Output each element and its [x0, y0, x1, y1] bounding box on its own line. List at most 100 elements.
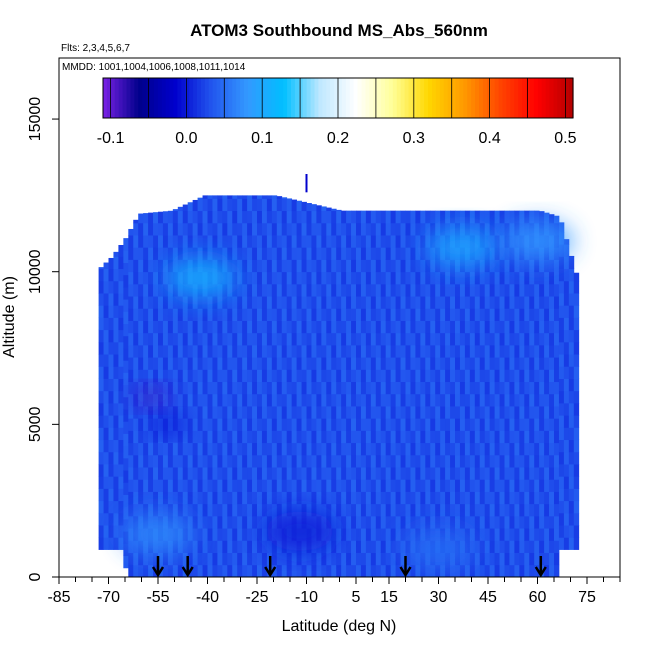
field-cell	[192, 393, 198, 407]
field-cell	[306, 296, 312, 309]
field-cell	[509, 320, 515, 334]
field-cell	[148, 479, 154, 492]
field-cell	[539, 344, 545, 358]
field-cell	[316, 491, 322, 505]
field-cell	[257, 247, 263, 260]
field-cell	[450, 406, 456, 419]
field-cell	[316, 235, 322, 248]
field-cell	[469, 332, 476, 346]
field-cell	[380, 271, 387, 285]
field-cell	[301, 344, 307, 358]
field-cell	[222, 195, 228, 199]
field-cell	[118, 354, 124, 367]
field-cell	[162, 308, 169, 321]
field-cell	[301, 271, 307, 285]
field-cell	[380, 442, 387, 456]
field-cell	[573, 354, 580, 367]
field-cell	[113, 280, 119, 294]
field-cell	[118, 256, 124, 270]
field-cell	[311, 393, 317, 407]
field-cell	[405, 467, 411, 480]
field-cell	[519, 442, 525, 456]
field-cell	[509, 283, 515, 297]
field-cell	[108, 512, 114, 526]
field-cell	[177, 454, 184, 468]
field-cell	[420, 283, 426, 297]
field-cell	[380, 332, 387, 346]
field-cell	[445, 332, 451, 346]
field-cell	[167, 381, 174, 395]
field-cell	[98, 402, 104, 416]
field-cell	[331, 515, 337, 529]
field-cell	[534, 467, 540, 480]
field-cell	[519, 491, 525, 505]
field-cell	[341, 381, 347, 395]
field-cell	[509, 430, 515, 444]
field-cell	[568, 317, 575, 331]
field-cell	[158, 479, 164, 492]
field-cell	[296, 210, 302, 224]
field-cell	[494, 308, 500, 321]
field-cell	[261, 271, 268, 285]
field-cell	[474, 491, 481, 505]
field-cell	[563, 439, 570, 453]
field-cell	[554, 271, 560, 285]
field-cell	[217, 540, 223, 553]
field-cell	[296, 467, 302, 480]
field-cell	[291, 381, 297, 395]
colorbar-segment	[357, 78, 363, 118]
field-cell	[247, 393, 253, 407]
field-cell	[301, 564, 307, 577]
field-cell	[440, 357, 446, 370]
field-cell	[331, 503, 337, 517]
field-cell	[192, 528, 198, 541]
field-cell	[276, 552, 283, 566]
field-cell	[573, 329, 580, 343]
field-cell	[573, 280, 580, 294]
field-cell	[197, 454, 203, 468]
field-cell	[271, 418, 278, 431]
field-cell	[316, 247, 322, 260]
field-cell	[346, 454, 352, 468]
field-cell	[316, 271, 322, 285]
field-cell	[474, 515, 481, 529]
field-cell	[410, 454, 416, 468]
field-cell	[346, 528, 352, 541]
field-cell	[539, 442, 545, 456]
field-cell	[143, 222, 149, 236]
field-cell	[479, 344, 486, 358]
field-cell	[261, 479, 268, 492]
field-cell	[390, 528, 396, 541]
field-cell	[534, 296, 540, 309]
field-cell	[207, 503, 213, 517]
field-cell	[573, 378, 580, 392]
field-cell	[128, 479, 134, 492]
field-cell	[504, 320, 510, 334]
field-cell	[450, 467, 456, 480]
field-cell	[410, 271, 416, 285]
field-cell	[385, 357, 392, 370]
field-cell	[524, 296, 530, 309]
field-cell	[455, 369, 461, 383]
field-cell	[509, 259, 515, 273]
field-cell	[281, 393, 288, 407]
field-cell	[430, 296, 436, 309]
field-cell	[167, 259, 174, 273]
field-cell	[242, 235, 248, 248]
field-cell	[464, 442, 471, 456]
field-layer	[98, 174, 580, 577]
field-cell	[286, 198, 293, 212]
field-cell	[370, 491, 377, 505]
field-cell	[217, 454, 223, 468]
field-cell	[573, 427, 580, 441]
field-cell	[479, 369, 486, 383]
field-cell	[247, 271, 253, 285]
field-cell	[509, 454, 515, 468]
field-cell	[459, 430, 466, 444]
field-cell	[192, 199, 198, 212]
field-cell	[192, 210, 198, 224]
field-cell	[331, 552, 337, 566]
field-cell	[420, 271, 426, 285]
field-cell	[321, 467, 327, 480]
field-cell	[108, 439, 114, 453]
